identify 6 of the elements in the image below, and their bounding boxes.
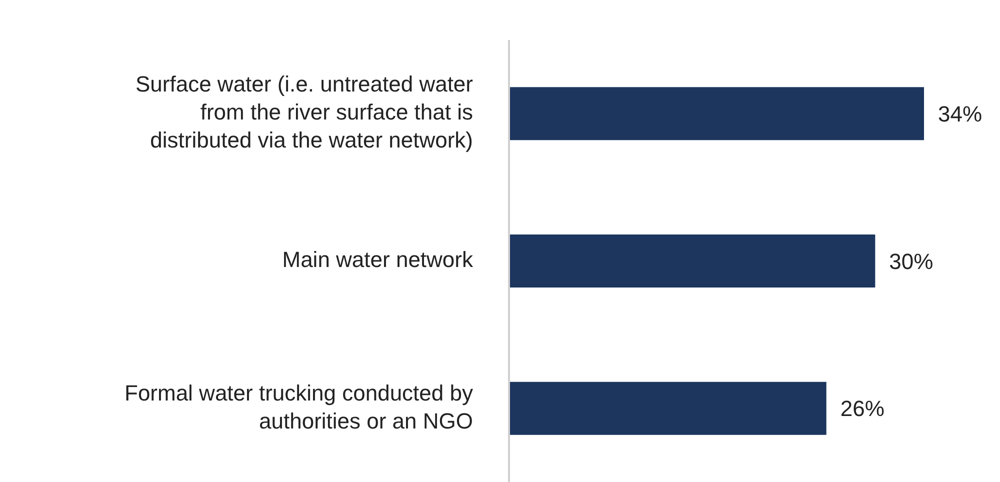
y-tick-label: Main water network bbox=[282, 246, 474, 272]
y-tick-label: Formal water trucking conducted by authorities or an NGO bbox=[124, 380, 473, 434]
data-label: 30% bbox=[889, 248, 934, 274]
y-tick-label: Surface water (i.e. untreated water from the river surface that is distributed via the water network) bbox=[136, 71, 473, 152]
data-label: 26% bbox=[840, 396, 884, 422]
data-label: 34% bbox=[938, 101, 982, 126]
